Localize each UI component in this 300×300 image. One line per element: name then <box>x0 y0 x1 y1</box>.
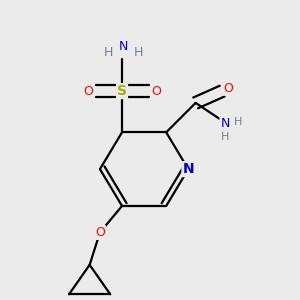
Text: N: N <box>220 117 230 130</box>
Text: H: H <box>234 117 242 127</box>
Text: N: N <box>119 40 128 53</box>
Text: H: H <box>134 46 143 59</box>
Text: S: S <box>117 84 127 98</box>
Text: O: O <box>151 85 161 98</box>
Text: H: H <box>221 132 229 142</box>
Text: H: H <box>104 46 113 59</box>
Text: O: O <box>95 226 105 239</box>
Text: N: N <box>182 162 194 176</box>
Text: O: O <box>83 85 93 98</box>
Text: O: O <box>223 82 233 95</box>
